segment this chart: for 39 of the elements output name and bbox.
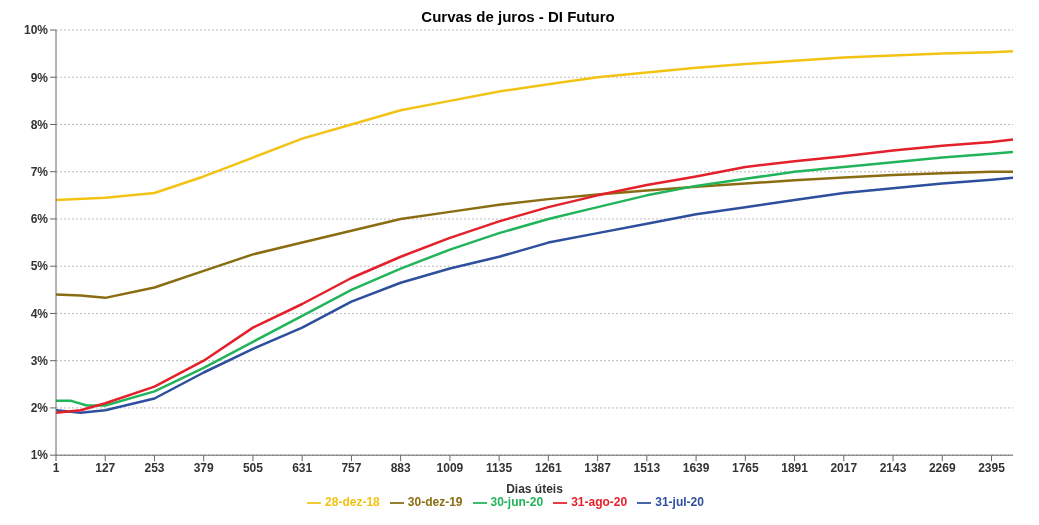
y-tick-label: 6% [30,212,49,227]
legend-label: 31-jul-20 [655,495,704,510]
legend-label: 30-jun-20 [490,495,544,510]
x-tick-label: 505 [242,460,264,475]
x-tick-label: 1639 [682,460,710,475]
y-tick-label: 3% [30,353,49,368]
y-tick-label: 2% [30,401,49,416]
legend-label: 28-dez-18 [325,495,380,510]
x-axis-title: Dias úteis [506,482,564,497]
x-tick-label: 883 [390,460,411,475]
x-tick-label: 631 [292,460,313,475]
y-tick-label: 4% [30,306,49,321]
line-series [56,170,1013,300]
x-tick-label: 379 [193,460,215,475]
x-tick-label: 127 [95,460,116,475]
x-tick-label: 1387 [584,460,612,475]
x-tick-label: 1009 [436,460,464,475]
x-tick-label: 2017 [830,460,858,475]
y-tick-label: 5% [30,259,49,274]
line-series [56,50,1013,202]
x-tick-label: 1891 [781,460,809,475]
x-tick-label: 1513 [633,460,661,475]
x-tick-label: 2143 [879,460,907,475]
y-tick-label: 8% [30,117,49,132]
legend-label: 31-ago-20 [571,495,628,510]
x-tick-label: 1765 [731,460,759,475]
y-tick-label: 10% [23,23,49,38]
x-tick-label: 1135 [486,460,513,475]
x-tick-label: 2395 [978,460,1006,475]
x-tick-label: 253 [144,460,165,475]
legend-label: 30-dez-19 [407,495,463,510]
x-tick-label: 1261 [535,460,563,475]
x-tick-label: 757 [341,460,362,475]
y-tick-label: 7% [30,164,49,179]
x-tick-label: 2269 [928,460,956,475]
y-tick-label: 1% [30,448,49,463]
chart-title: Curvas de juros - DI Futuro [420,8,616,25]
y-tick-label: 9% [30,70,49,85]
x-tick-label: 1 [52,460,60,475]
